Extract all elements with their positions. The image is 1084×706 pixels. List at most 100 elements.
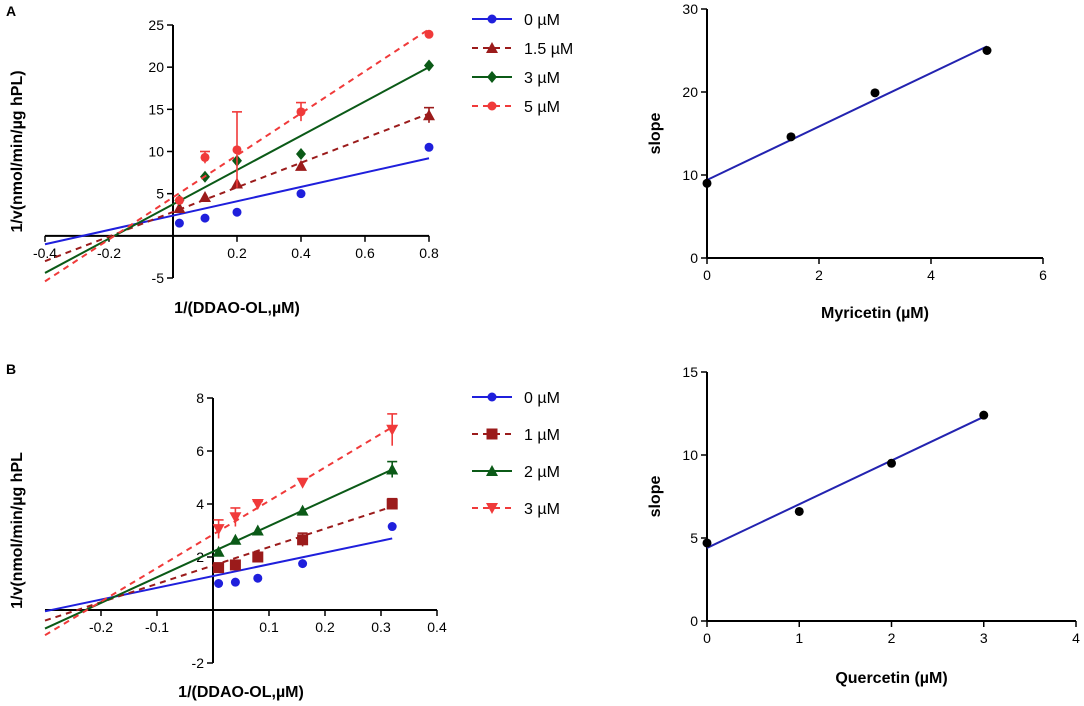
data-point [229, 533, 242, 545]
data-point [297, 534, 309, 546]
series-0 [702, 410, 989, 549]
data-point [423, 109, 435, 121]
y-tick-label: 0 [690, 613, 698, 629]
legend-entry: 1.5 µM [472, 41, 573, 58]
chart-a-slope-replot: 0 2 4 6 0 10 20 30 Myricetin (µM) slope [647, 1, 1047, 322]
data-point [173, 202, 186, 214]
series-1 [44, 106, 435, 263]
y-tick-label: -2 [192, 655, 205, 671]
data-point [296, 504, 309, 516]
series-3 [44, 28, 434, 283]
data-point [386, 424, 399, 436]
legend-marker [487, 392, 497, 402]
chart-b-lineweaver-burk: -0.2-0.10.10.20.30.4-224681/(DDAO-OL,µM)… [9, 390, 560, 701]
data-point [386, 463, 399, 475]
data-point [252, 551, 264, 563]
data-point [251, 524, 264, 536]
y-tick-label: 30 [682, 1, 698, 17]
legend-label: 3 µM [524, 70, 560, 87]
y-tick-label: 5 [690, 530, 698, 546]
y-axis-label: 1/v(nmol/min/µg hPL) [9, 70, 26, 232]
series-1 [44, 497, 398, 622]
data-point [702, 538, 712, 548]
y-tick-label: 0 [690, 250, 698, 266]
data-point [982, 46, 992, 55]
data-point [295, 159, 307, 171]
x-tick-label: -0.2 [89, 619, 113, 635]
data-point [296, 189, 306, 199]
x-tick-label: 0.4 [427, 619, 447, 635]
data-point [199, 191, 211, 203]
y-tick-label: 15 [682, 364, 698, 380]
data-point [213, 562, 225, 574]
legend-label: 0 µM [524, 12, 560, 29]
legend-entry: 1 µM [472, 427, 560, 444]
data-point [870, 88, 880, 98]
series-0 [44, 142, 434, 246]
x-tick-label: 0.6 [355, 245, 375, 261]
x-tick-label: 3 [980, 630, 988, 646]
data-point [232, 145, 242, 155]
data-point [794, 506, 804, 516]
x-axis-label: Myricetin (µM) [821, 305, 929, 322]
legend-marker [487, 101, 497, 111]
data-point [200, 152, 210, 162]
data-point [979, 410, 989, 420]
chart-a-lineweaver-burk: -0.4 -0.2 0.2 0.4 0.6 0.8 -5 5 10 15 20 25 1/(DDAO-O… [9, 12, 573, 317]
fit-line [44, 112, 430, 263]
data-point [253, 573, 263, 583]
y-tick-label: 10 [148, 144, 164, 160]
x-tick-label: 2 [888, 630, 896, 646]
data-point [212, 545, 225, 557]
x-axis-label: Quercetin (µM) [835, 670, 947, 687]
y-tick-label: 4 [196, 496, 204, 512]
legend-entry: 3 µM [472, 501, 560, 518]
legend-label: 2 µM [524, 464, 560, 481]
y-axis-label: slope [647, 476, 664, 518]
series-0 [702, 45, 992, 188]
series-3 [44, 413, 399, 637]
legend-marker [486, 42, 498, 53]
data-point [212, 524, 225, 536]
legend-marker [486, 503, 498, 514]
y-axis-label: 1/v(nmol/min/µg hPL [9, 452, 26, 609]
x-tick-label: 0.8 [419, 245, 439, 261]
x-tick-label: 2 [815, 267, 823, 283]
panel-label-a: A [6, 3, 16, 19]
x-tick-label: 0.4 [291, 245, 311, 261]
data-point [296, 107, 306, 117]
y-tick-label: 20 [682, 84, 698, 100]
fit-line [706, 415, 985, 549]
series-2 [44, 59, 434, 274]
x-tick-label: 4 [927, 267, 935, 283]
x-tick-label: 0 [703, 267, 711, 283]
legend-entry: 2 µM [472, 464, 560, 481]
y-tick-label: 10 [682, 447, 698, 463]
y-tick-label: 20 [148, 59, 164, 75]
legend-entry: 0 µM [472, 12, 560, 29]
data-point [424, 142, 434, 152]
x-tick-label: -0.1 [145, 619, 169, 635]
legend-label: 1 µM [524, 427, 560, 444]
y-tick-label: 5 [156, 186, 164, 202]
x-tick-label: 0.2 [315, 619, 335, 635]
x-tick-label: 0.2 [227, 245, 247, 261]
data-point [424, 59, 434, 72]
data-point [296, 148, 306, 161]
data-point [387, 522, 397, 532]
data-point [251, 499, 264, 510]
y-axis-label: slope [647, 113, 664, 155]
data-point [214, 579, 224, 588]
fit-line [44, 537, 393, 613]
legend-label: 0 µM [524, 390, 560, 407]
fit-line [44, 157, 430, 246]
chart-b-slope-replot: 0 1 2 3 4 0 5 10 15 Quercetin (µM) slope [647, 364, 1080, 687]
legend-entry: 3 µM [472, 70, 560, 87]
legend-label: 5 µM [524, 99, 560, 116]
legend-marker [487, 71, 497, 83]
y-tick-label: -5 [152, 270, 165, 286]
data-point [229, 512, 242, 524]
legend-marker [486, 428, 498, 440]
data-point [200, 213, 210, 223]
x-axis-label: 1/(DDAO-OL,µM) [174, 300, 300, 317]
